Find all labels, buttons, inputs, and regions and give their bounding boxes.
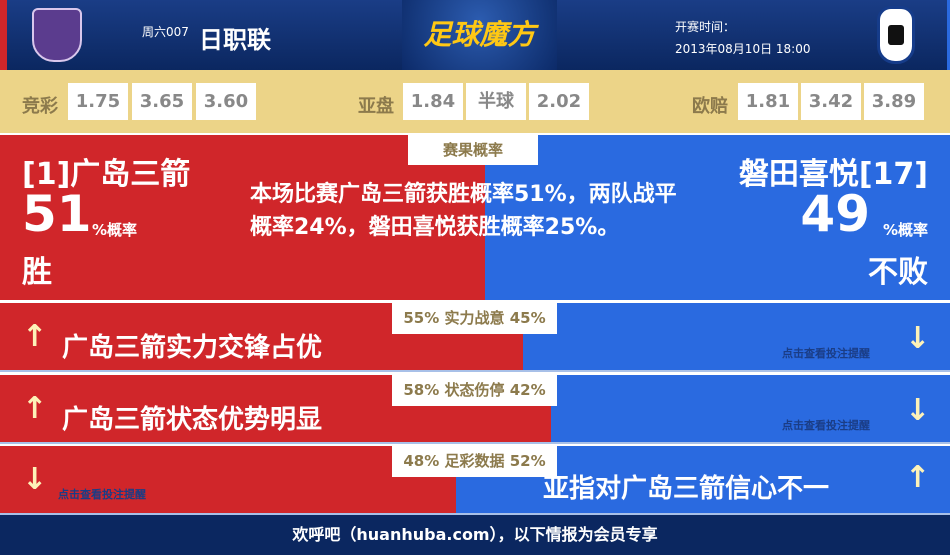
odds-bar: 竞彩 1.75 3.65 3.60 亚盘 1.84 半球 2.02 欧赔 1.8…	[0, 70, 950, 133]
bar-message: 广岛三箭实力交锋占优	[62, 333, 323, 363]
bar-label: 55% 实力战意 45%	[392, 303, 557, 334]
odds-value: 1.84	[403, 83, 463, 120]
match-header: 周六007 日职联 足球魔方 开赛时间： 2013年08月10日 18:00	[0, 0, 950, 70]
home-result: 胜	[22, 255, 52, 290]
league-name: 日职联	[199, 26, 271, 54]
analysis-bar[interactable]: 55% 实力战意 45% ↑ 广岛三箭实力交锋占优 点击查看投注提醒 ↓	[0, 303, 950, 372]
arrow-up-icon: ↑	[22, 391, 48, 426]
odds-value: 1.75	[68, 83, 128, 120]
bet-hint-link[interactable]: 点击查看投注提醒	[58, 488, 146, 501]
away-team-logo	[877, 6, 915, 64]
odds-value: 1.81	[738, 83, 798, 120]
odds-value: 3.65	[132, 83, 192, 120]
kickoff-label: 开赛时间：	[675, 20, 736, 34]
analysis-bar[interactable]: 58% 状态伤停 42% ↑ 广岛三箭状态优势明显 点击查看投注提醒 ↓	[0, 375, 950, 444]
result-summary: 本场比赛广岛三箭获胜概率51%，两队战平概率24%，磐田喜悦获胜概率25%。	[250, 182, 677, 240]
result-tag: 赛果概率	[408, 135, 538, 165]
kickoff-time: 2013年08月10日 18:00	[675, 42, 811, 56]
odds-value: 3.42	[801, 83, 861, 120]
pct-unit: %概率	[92, 221, 138, 239]
away-result: 不败	[868, 255, 928, 290]
bet-hint-link[interactable]: 点击查看投注提醒	[782, 347, 870, 360]
jc-label: 竞彩	[22, 96, 58, 117]
odds-value: 3.60	[196, 83, 256, 120]
bar-message: 亚指对广岛三箭信心不一	[543, 474, 830, 504]
op-label: 欧赔	[692, 96, 728, 117]
arrow-down-icon[interactable]: ↓	[905, 393, 931, 428]
odds-value: 3.89	[864, 83, 924, 120]
brand-logo: 足球魔方	[402, 0, 557, 70]
home-share-fill	[0, 446, 456, 513]
bet-hint-link[interactable]: 点击查看投注提醒	[782, 419, 870, 432]
bar-label: 58% 状态伤停 42%	[392, 375, 557, 406]
pct-unit: %概率	[882, 221, 928, 239]
analysis-bar[interactable]: 48% 足彩数据 52% ↓ 点击查看投注提醒 亚指对广岛三箭信心不一 ↑	[0, 446, 950, 515]
yp-label: 亚盘	[358, 96, 394, 117]
bar-label: 48% 足彩数据 52%	[392, 446, 557, 477]
member-footer[interactable]: 欢呼吧（huanhuba.com），以下情报为会员专享	[0, 515, 950, 555]
away-pct: 49	[800, 185, 870, 243]
home-pct: 51	[22, 185, 92, 243]
match-number: 周六007	[142, 25, 189, 39]
away-result-panel: 磐田喜悦[17] 49 %概率 不败	[485, 135, 950, 300]
home-team-logo	[32, 8, 82, 62]
away-team-name: 磐田喜悦[17]	[738, 157, 928, 192]
home-result-panel: [1]广岛三箭 51 %概率 胜	[0, 135, 485, 300]
arrow-down-icon[interactable]: ↓	[905, 321, 931, 356]
bar-message: 广岛三箭状态优势明显	[62, 405, 323, 435]
arrow-up-icon: ↑	[22, 319, 48, 354]
arrow-up-icon: ↑	[905, 460, 931, 495]
odds-value: 半球	[466, 83, 526, 120]
home-team-name: [1]广岛三箭	[22, 157, 191, 192]
arrow-down-icon[interactable]: ↓	[22, 462, 48, 497]
odds-value: 2.02	[529, 83, 589, 120]
